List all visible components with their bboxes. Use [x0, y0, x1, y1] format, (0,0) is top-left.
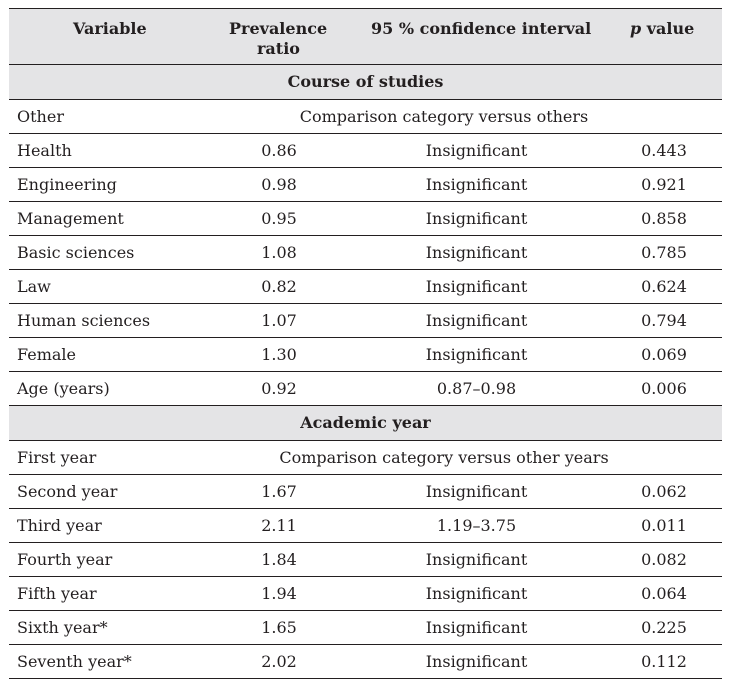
cell-variable: Basic sciences: [17, 243, 135, 262]
cell-variable: Third year: [17, 516, 102, 535]
cell-p-value: 0.624: [641, 277, 687, 296]
cell-prevalence-ratio: 2.11: [261, 516, 297, 535]
cell-prevalence-ratio: 0.92: [261, 379, 297, 398]
cell-confidence-interval: Insignificant: [425, 652, 528, 671]
table-row: Human sciences 1.07 Insignificant 0.794: [9, 304, 722, 338]
table-row: Law 0.82 Insignificant 0.624: [9, 270, 722, 304]
table-row: Management 0.95 Insignificant 0.858: [9, 202, 722, 236]
cell-variable: Sixth year*: [17, 618, 108, 637]
cell-confidence-interval: Insignificant: [425, 482, 528, 501]
header-variable: Variable: [73, 19, 147, 38]
cell-p-value: 0.112: [641, 652, 687, 671]
table-row: Basic sciences 1.08 Insignificant 0.785: [9, 236, 722, 270]
cell-confidence-interval: Insignificant: [425, 584, 528, 603]
cell-p-value: 0.225: [641, 618, 687, 637]
cell-comparison-note: Comparison category versus other years: [279, 448, 609, 467]
table-row: Age (years) 0.92 0.87–0.98 0.006: [9, 372, 722, 406]
cell-confidence-interval: Insignificant: [425, 243, 528, 262]
header-confidence-interval: 95 % confidence interval: [371, 19, 592, 38]
header-p-italic: p: [630, 19, 642, 38]
cell-prevalence-ratio: 1.67: [261, 482, 297, 501]
cell-confidence-interval: 1.19–3.75: [436, 516, 517, 535]
cell-p-value: 0.062: [641, 482, 687, 501]
table-header: Variable Prevalence ratio 95 % confidenc…: [9, 8, 722, 65]
cell-prevalence-ratio: 0.95: [261, 209, 297, 228]
cell-prevalence-ratio: 0.82: [261, 277, 297, 296]
cell-p-value: 0.006: [641, 379, 687, 398]
cell-variable: First year: [17, 448, 97, 467]
cell-prevalence-ratio: 1.84: [261, 550, 297, 569]
cell-prevalence-ratio: 0.86: [261, 141, 297, 160]
cell-p-value: 0.064: [641, 584, 687, 603]
table-row: Engineering 0.98 Insignificant 0.921: [9, 168, 722, 202]
table-row: Fifth year 1.94 Insignificant 0.064: [9, 577, 722, 611]
cell-confidence-interval: Insignificant: [425, 277, 528, 296]
cell-confidence-interval: Insignificant: [425, 311, 528, 330]
cell-p-value: 0.082: [641, 550, 687, 569]
cell-variable: Female: [17, 345, 76, 364]
cell-comparison-note: Comparison category versus others: [299, 107, 589, 126]
cell-confidence-interval: 0.87–0.98: [436, 379, 517, 398]
cell-variable: Fifth year: [17, 584, 97, 603]
cell-variable: Human sciences: [17, 311, 151, 330]
table-row: Health 0.86 Insignificant 0.443: [9, 134, 722, 168]
table-row: Seventh year* 2.02 Insignificant 0.112: [9, 645, 722, 679]
cell-prevalence-ratio: 0.98: [261, 175, 297, 194]
table-row: Second year 1.67 Insignificant 0.062: [9, 475, 722, 509]
cell-confidence-interval: Insignificant: [425, 175, 528, 194]
cell-variable: Seventh year*: [17, 652, 132, 671]
header-ratio-line1: Prevalence: [229, 19, 328, 38]
cell-prevalence-ratio: 1.08: [261, 243, 297, 262]
results-table: Variable Prevalence ratio 95 % confidenc…: [9, 8, 722, 679]
cell-variable: Second year: [17, 482, 118, 501]
table-row: Fourth year 1.84 Insignificant 0.082: [9, 543, 722, 577]
table-row-reference: First year Comparison category versus ot…: [9, 441, 722, 475]
cell-prevalence-ratio: 1.30: [261, 345, 297, 364]
cell-prevalence-ratio: 2.02: [261, 652, 297, 671]
header-prevalence-ratio: Prevalence ratio: [229, 19, 339, 59]
table-row: Sixth year* 1.65 Insignificant 0.225: [9, 611, 722, 645]
table-row: Female 1.30 Insignificant 0.069: [9, 338, 722, 372]
cell-variable: Health: [17, 141, 72, 160]
cell-variable: Management: [17, 209, 124, 228]
cell-confidence-interval: Insignificant: [425, 209, 528, 228]
cell-confidence-interval: Insignificant: [425, 141, 528, 160]
cell-confidence-interval: Insignificant: [425, 618, 528, 637]
cell-p-value: 0.011: [641, 516, 687, 535]
table-row-reference: Other Comparison category versus others: [9, 100, 722, 134]
cell-prevalence-ratio: 1.94: [261, 584, 297, 603]
cell-p-value: 0.794: [641, 311, 687, 330]
cell-p-value: 0.069: [641, 345, 687, 364]
header-p-value: p value: [630, 19, 694, 39]
cell-prevalence-ratio: 1.65: [261, 618, 297, 637]
cell-variable: Engineering: [17, 175, 117, 194]
cell-confidence-interval: Insignificant: [425, 550, 528, 569]
cell-variable: Fourth year: [17, 550, 113, 569]
header-ratio-line2: ratio: [257, 39, 300, 58]
cell-p-value: 0.858: [641, 209, 687, 228]
section-title-course: Course of studies: [9, 65, 722, 100]
cell-p-value: 0.443: [641, 141, 687, 160]
table-row: Third year 2.11 1.19–3.75 0.011: [9, 509, 722, 543]
cell-variable: Other: [17, 107, 64, 126]
cell-variable: Law: [17, 277, 51, 296]
section-course-rows: Health 0.86 Insignificant 0.443 Engineering 0…: [9, 134, 722, 406]
header-p-rest: value: [641, 19, 695, 38]
cell-p-value: 0.921: [641, 175, 687, 194]
cell-prevalence-ratio: 1.07: [261, 311, 297, 330]
section-title-academic-year: Academic year: [9, 406, 722, 441]
cell-confidence-interval: Insignificant: [425, 345, 528, 364]
cell-p-value: 0.785: [641, 243, 687, 262]
cell-variable: Age (years): [17, 379, 110, 398]
section-academic-year-rows: Second year 1.67 Insignificant 0.062 Third y…: [9, 475, 722, 679]
